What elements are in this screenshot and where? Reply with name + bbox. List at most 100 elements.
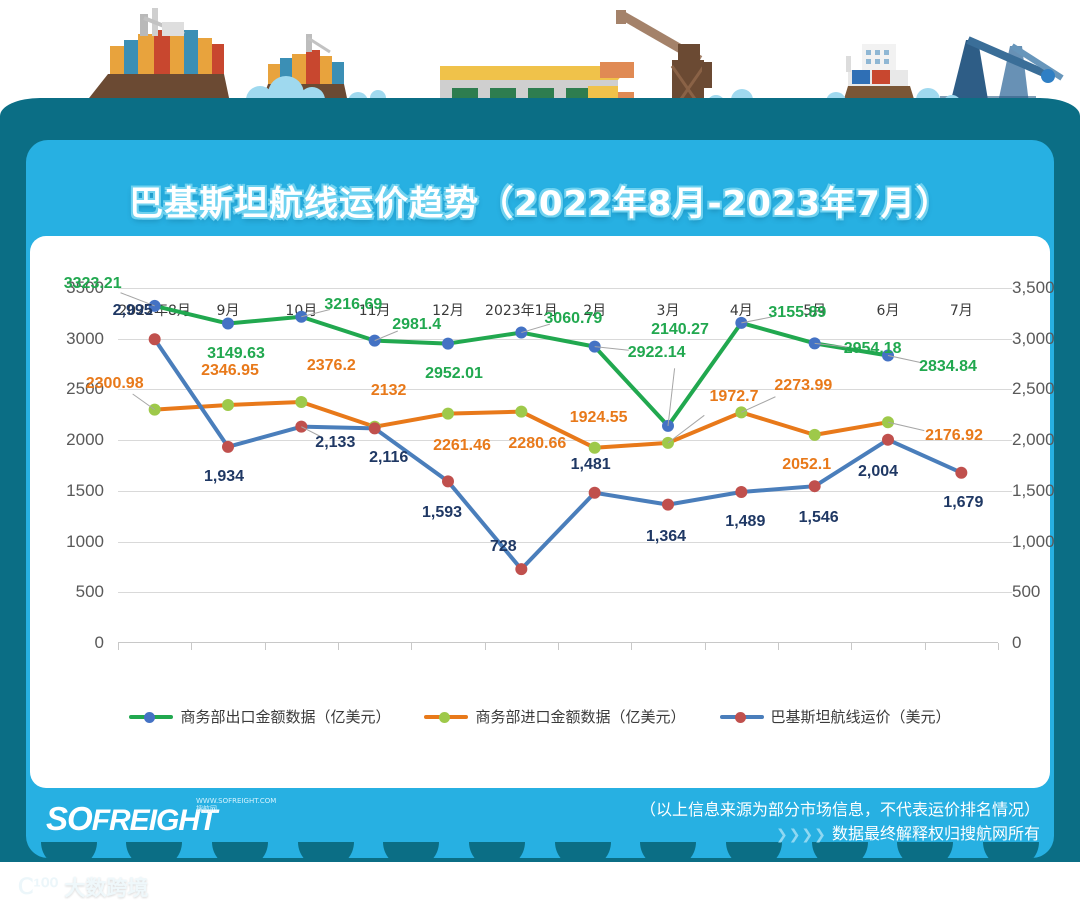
disclaimer-line-1: （以上信息来源为部分市场信息，不代表运价排名情况） bbox=[639, 800, 1040, 819]
y-axis-right-tick-dash bbox=[998, 288, 1012, 289]
x-tick-mark bbox=[264, 643, 266, 650]
data-label-s2-p7: 1,364 bbox=[645, 527, 687, 545]
series-2-point-5[interactable] bbox=[515, 563, 528, 576]
legend-item-0[interactable]: 商务部出口金额数据（亿美元） bbox=[129, 706, 390, 727]
series-line-2 bbox=[152, 337, 964, 572]
series-1-point-5[interactable] bbox=[515, 405, 528, 418]
y-axis-right-tick: 500 bbox=[1012, 582, 1041, 602]
data-label-s0-p6: 2922.14 bbox=[627, 343, 686, 361]
data-label-s1-p1: 2346.95 bbox=[201, 361, 259, 379]
x-axis-tick-8: 4月 bbox=[729, 303, 753, 319]
series-2-point-2[interactable] bbox=[295, 420, 308, 433]
legend-label: 商务部出口金额数据（亿美元） bbox=[180, 708, 391, 726]
data-label-s0-p9: 2954.18 bbox=[843, 340, 902, 358]
series-0-point-8[interactable] bbox=[735, 316, 748, 329]
series-0-point-1[interactable] bbox=[222, 317, 234, 330]
legend-label: 商务部进口金额数据（亿美元） bbox=[475, 708, 686, 726]
x-tick-mark bbox=[338, 643, 339, 650]
series-2-point-3[interactable] bbox=[368, 422, 381, 435]
x-axis-line bbox=[118, 642, 998, 643]
y-axis-right-tick: 1,000 bbox=[1012, 531, 1055, 551]
y-axis-left-tick: 2500 bbox=[66, 379, 104, 399]
y-axis-right-tick: 3,500 bbox=[1012, 278, 1055, 297]
series-1-point-1[interactable] bbox=[222, 398, 234, 411]
gridline bbox=[118, 440, 998, 442]
label-leader-line bbox=[594, 346, 629, 351]
y-axis-right-tick-dash bbox=[998, 592, 1012, 594]
data-label-s1-p6: 1924.55 bbox=[569, 408, 628, 426]
data-label-s0-p8: 3155.89 bbox=[768, 303, 827, 321]
series-0-point-2[interactable] bbox=[295, 310, 308, 323]
series-2-point-6[interactable] bbox=[588, 486, 601, 499]
data-label-s2-p10: 2,004 bbox=[857, 462, 899, 480]
x-tick-mark bbox=[631, 643, 633, 650]
series-1-point-4[interactable] bbox=[442, 407, 454, 420]
series-2-point-1[interactable] bbox=[222, 440, 234, 453]
legend-swatch-icon bbox=[424, 711, 469, 723]
y-axis-right-tick-dash bbox=[998, 338, 1012, 340]
chart-card: 0 500 1000 1500 2000 2500 3000 3500 0 500 1,000 1,… bbox=[30, 236, 1055, 788]
series-1-point-9[interactable] bbox=[808, 428, 821, 441]
y-axis-right-tick: 3,000 bbox=[1012, 328, 1055, 348]
series-2-point-4[interactable] bbox=[442, 475, 454, 488]
x-tick-mark bbox=[778, 643, 779, 650]
data-label-s0-p0: 3323.21 bbox=[63, 274, 122, 292]
data-label-s2-p3: 2,116 bbox=[369, 449, 409, 467]
data-label-s1-p7: 1972.7 bbox=[709, 387, 759, 405]
data-label-s0-p5: 3060.79 bbox=[544, 309, 603, 327]
series-0-point-4[interactable] bbox=[442, 337, 454, 350]
data-label-s1-p4: 2261.46 bbox=[433, 436, 491, 454]
series-1-point-7[interactable] bbox=[662, 436, 674, 449]
series-2-point-11[interactable] bbox=[955, 466, 968, 479]
series-0-point-0[interactable] bbox=[148, 299, 161, 312]
x-axis-tick-9: 5月 bbox=[803, 303, 827, 319]
plot-area: 0 500 1000 1500 2000 2500 3000 3500 0 500 1,000 1,… bbox=[64, 275, 1055, 652]
x-axis-tick-7: 3月 bbox=[656, 303, 680, 319]
series-1-point-8[interactable] bbox=[735, 406, 748, 419]
data-label-s0-p2: 3216.69 bbox=[324, 295, 383, 313]
y-axis-left-tick: 500 bbox=[75, 582, 104, 602]
legend-swatch-icon bbox=[719, 711, 764, 723]
series-1-point-6[interactable] bbox=[588, 441, 601, 454]
disclaimer-line-2-text: 数据最终解释权归搜航网所有 bbox=[831, 824, 1040, 843]
label-leader-line bbox=[887, 354, 922, 364]
label-leader-line bbox=[521, 323, 551, 334]
x-axis-tick-4: 12月 bbox=[432, 303, 464, 319]
series-2-point-9[interactable] bbox=[808, 480, 821, 493]
x-axis-tick-1: 9月 bbox=[216, 303, 240, 319]
series-0-point-3[interactable] bbox=[368, 334, 381, 347]
series-0-point-6[interactable] bbox=[588, 340, 601, 353]
series-2-point-0[interactable] bbox=[148, 333, 161, 346]
container-ship-large-icon bbox=[78, 8, 232, 112]
bottom-white-strip bbox=[0, 862, 1080, 915]
x-tick-mark bbox=[558, 643, 559, 650]
watermark-logo-icon: Ⅽ¹⁰⁰ bbox=[18, 874, 59, 899]
left-teal-strip bbox=[0, 118, 30, 878]
x-axis-tick-10: 6月 bbox=[876, 303, 900, 319]
series-2-point-10[interactable] bbox=[882, 433, 894, 446]
data-label-s1-p2: 2376.2 bbox=[306, 356, 356, 374]
gridline bbox=[118, 541, 998, 543]
x-tick-mark bbox=[924, 643, 926, 650]
series-1-point-2[interactable] bbox=[295, 395, 308, 408]
legend-swatch-icon bbox=[129, 711, 174, 723]
data-label-s0-p4: 2952.01 bbox=[425, 364, 483, 382]
y-axis-right-tick: 1,500 bbox=[1012, 480, 1055, 500]
footer-disclaimer: （以上信息来源为部分市场信息，不代表运价排名情况） ❯❯❯❯ 数据最终解释权归搜… bbox=[640, 798, 1040, 847]
data-label-s0-p7: 2140.27 bbox=[651, 320, 709, 338]
data-label-s2-p4: 1,593 bbox=[421, 504, 463, 522]
series-2-point-7[interactable] bbox=[662, 498, 674, 511]
x-tick-mark bbox=[998, 643, 999, 650]
logo-sub-cn: 搜航网 bbox=[196, 805, 217, 813]
label-leader-line bbox=[301, 426, 321, 437]
series-2-point-8[interactable] bbox=[735, 485, 748, 498]
legend-label: 巴基斯坦航线运价（美元） bbox=[770, 708, 951, 726]
x-tick-mark bbox=[411, 643, 413, 650]
legend-item-1[interactable]: 商务部进口金额数据（亿美元） bbox=[424, 706, 686, 727]
y-axis-right-tick-dash bbox=[998, 541, 1012, 543]
data-label-s2-p2: 2,133 bbox=[315, 433, 356, 451]
x-axis-tick-11: 7月 bbox=[949, 303, 973, 319]
legend-item-2[interactable]: 巴基斯坦航线运价（美元） bbox=[719, 706, 951, 727]
data-label-s2-p8: 1,489 bbox=[725, 512, 766, 530]
data-label-s1-p5: 2280.66 bbox=[508, 434, 567, 452]
